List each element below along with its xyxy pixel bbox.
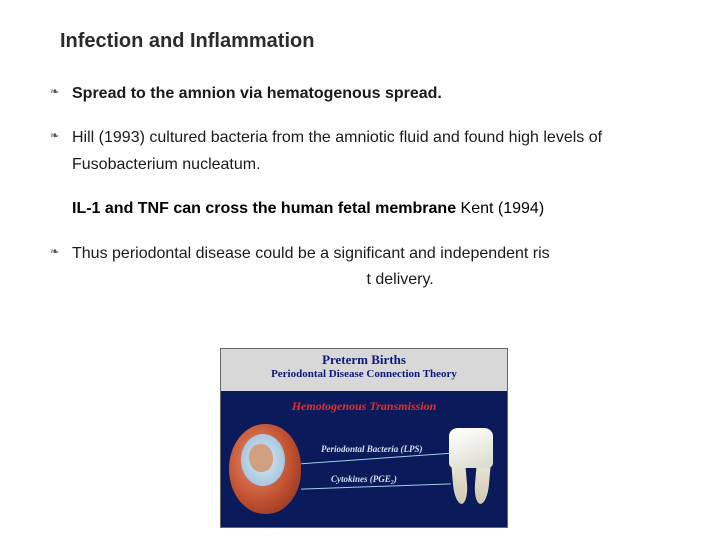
sub-bullet-tail: Kent (1994) bbox=[456, 200, 544, 217]
connector-line-1 bbox=[301, 453, 451, 464]
figure-body: Periodontal Bacteria (LPS) Cytokines (PG… bbox=[221, 414, 507, 529]
bullet-3-text-a: Thus periodontal disease could be a sign… bbox=[72, 245, 550, 262]
figure-title-2: Periodontal Disease Connection Theory bbox=[221, 368, 507, 380]
figure-subtitle: Hemotogenous Transmission bbox=[221, 399, 507, 414]
sub-bullet: IL-1 and TNF can cross the human fetal m… bbox=[72, 196, 670, 222]
bullet-1: Spread to the amnion via hematogenous sp… bbox=[50, 81, 670, 107]
diagram-figure: Preterm Births Periodontal Disease Conne… bbox=[220, 348, 508, 528]
bullet-1-text: Spread to the amnion via hematogenous sp… bbox=[72, 85, 442, 102]
bullet-2-text: Hill (1993) cultured bacteria from the a… bbox=[72, 129, 602, 172]
sub-bullet-bold: IL-1 and TNF can cross the human fetal m… bbox=[72, 200, 456, 217]
slide-content: Infection and Inflammation Spread to the… bbox=[0, 0, 720, 331]
figure-label-2: Cytokines (PGE₂) bbox=[331, 474, 397, 484]
fetus-icon bbox=[229, 424, 301, 514]
bullet-list: Spread to the amnion via hematogenous sp… bbox=[50, 81, 670, 178]
bullet-2: Hill (1993) cultured bacteria from the a… bbox=[50, 125, 670, 178]
bullet-3: Thus periodontal disease could be a sign… bbox=[50, 241, 670, 294]
slide-title: Infection and Inflammation bbox=[60, 30, 670, 53]
figure-header: Preterm Births Periodontal Disease Conne… bbox=[221, 349, 507, 391]
bullet-list-2: Thus periodontal disease could be a sign… bbox=[50, 241, 670, 294]
tooth-icon bbox=[445, 428, 497, 506]
figure-title-1: Preterm Births bbox=[221, 352, 507, 368]
figure-label-1: Periodontal Bacteria (LPS) bbox=[321, 444, 423, 454]
bullet-3-text-b: t delivery. bbox=[366, 271, 433, 288]
connector-line-2 bbox=[301, 483, 451, 489]
